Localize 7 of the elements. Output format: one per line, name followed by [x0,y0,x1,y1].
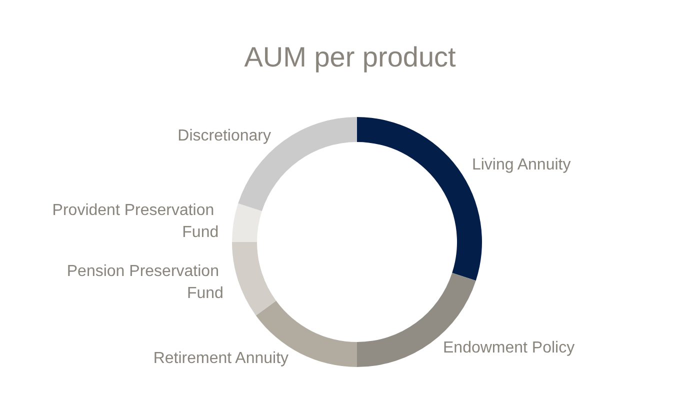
slice-label: Endowment Policy [443,339,575,356]
slice-label: Living Annuity [472,156,571,174]
slice-label: Retirement Annuity [153,350,289,368]
slice-label: Provident Preservation Fund [52,202,219,242]
slice-label: Discretionary [178,128,271,145]
chart-title: AUM per product [244,42,456,72]
slice-label: Pension Preservation Fund [66,262,224,302]
